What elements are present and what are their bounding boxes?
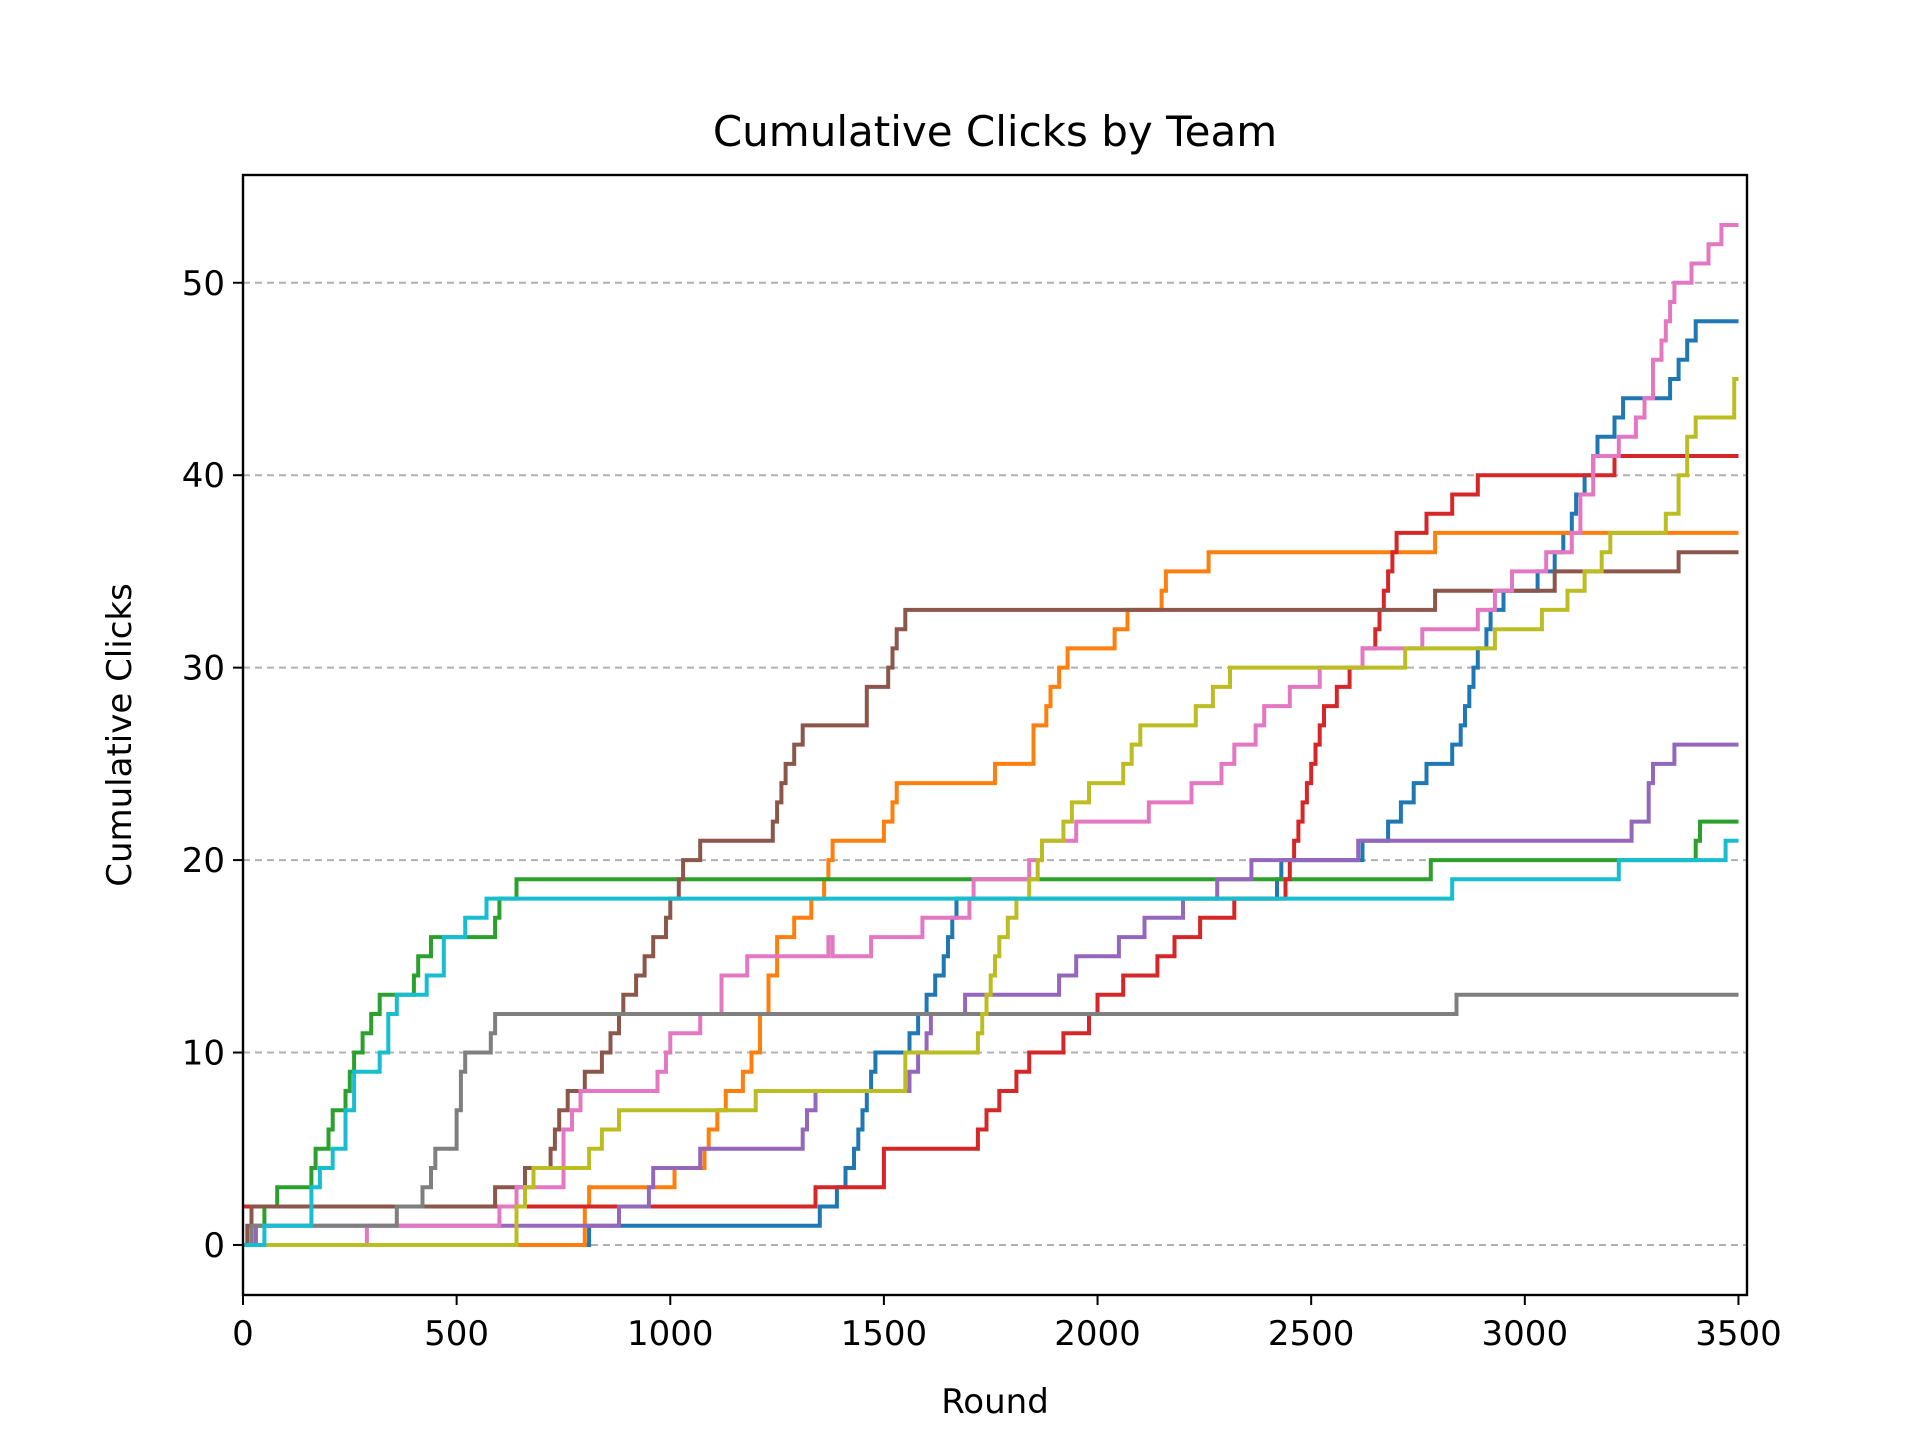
- chart-title: Cumulative Clicks by Team: [713, 107, 1277, 156]
- series-line-6: [243, 550, 1739, 1247]
- series-line-3: [243, 819, 1739, 1247]
- series-line-7: [243, 223, 1739, 1247]
- x-axis-label: Round: [941, 1382, 1049, 1422]
- series-group: [243, 223, 1739, 1247]
- y-tick-label: 30: [182, 649, 225, 689]
- series-line-9: [243, 377, 1739, 1247]
- y-axis-label: Cumulative Clicks: [100, 583, 140, 887]
- x-tick-label: 2000: [1054, 1314, 1141, 1354]
- x-tick-label: 2500: [1268, 1314, 1355, 1354]
- series-line-5: [243, 742, 1739, 1247]
- x-tick-label: 3000: [1482, 1314, 1569, 1354]
- plot-frame: [241, 173, 1749, 1297]
- y-tick-label: 10: [182, 1034, 225, 1074]
- series-line-4: [243, 454, 1739, 1209]
- y-tick-label: 50: [182, 264, 225, 304]
- y-tick-label: 0: [203, 1226, 225, 1266]
- x-tick-label: 1000: [627, 1314, 714, 1354]
- x-tick-label: 500: [424, 1314, 489, 1354]
- series-line-8: [243, 992, 1739, 1247]
- y-tick-label: 40: [182, 456, 225, 496]
- series-line-10: [243, 838, 1739, 1247]
- x-tick-label: 3500: [1695, 1314, 1782, 1354]
- series-line-2: [243, 530, 1739, 1247]
- y-tick-label: 20: [182, 841, 225, 881]
- x-tick-label: 1500: [841, 1314, 928, 1354]
- x-tick-label: 0: [232, 1314, 254, 1354]
